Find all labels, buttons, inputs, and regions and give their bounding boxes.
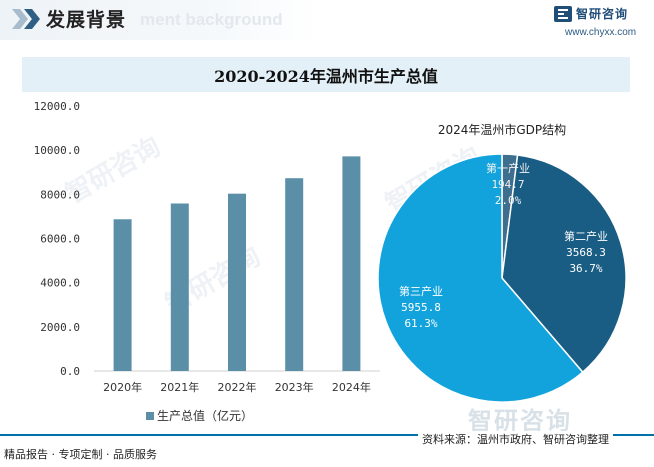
- pie-title: 2024年温州市GDP结构: [438, 122, 566, 137]
- brand-logo-icon: [554, 6, 572, 22]
- pie-slice: [501, 154, 627, 374]
- y-tick-label: 10000.0: [34, 144, 80, 157]
- brand-url[interactable]: www.chyxx.com: [565, 27, 637, 38]
- pie-label: 第三产业: [399, 284, 443, 298]
- bar-chart: 0.0 2000.0 4000.0 6000.0 8000.0 10000.0 12000.…: [34, 100, 380, 423]
- bar: [342, 156, 361, 371]
- header-band: [0, 0, 318, 40]
- legend-swatch: [146, 412, 154, 420]
- x-tick-label: 2023年: [275, 380, 314, 394]
- header: ment background 发展背景 智研咨询 www.chyxx.com: [0, 0, 654, 40]
- brand-name: 智研咨询: [576, 7, 629, 21]
- pie-label: 61.3%: [404, 317, 437, 330]
- pie-label: 3568.3: [566, 246, 606, 259]
- pie-label: 36.7%: [569, 262, 602, 275]
- x-tick-label: 2024年: [332, 380, 371, 394]
- bar: [170, 203, 189, 371]
- chart-title: 2020-2024年温州市生产总值: [214, 66, 438, 86]
- page-title: 发展背景: [46, 9, 127, 31]
- pie-label: 第二产业: [564, 229, 608, 243]
- pie-label: 194.7: [491, 178, 524, 191]
- y-tick-label: 4000.0: [40, 277, 80, 290]
- x-tick-label: 2021年: [160, 380, 199, 394]
- footer-tagline: 精品报告 · 专项定制 · 品质服务: [4, 448, 157, 461]
- chart-title-bar: 2020-2024年温州市生产总值: [22, 57, 630, 92]
- bar: [285, 178, 304, 371]
- footer-divider: [0, 434, 654, 436]
- legend-label: 生产总值（亿元）: [157, 408, 253, 423]
- pie-label: 5955.8: [401, 301, 441, 314]
- bar: [113, 219, 132, 371]
- source-note: 资料来源：温州市政府、智研咨询整理: [418, 431, 613, 447]
- y-tick-label: 8000.0: [40, 188, 80, 201]
- header-watermark: ment background: [140, 10, 283, 29]
- footer-logo: 智研咨询: [468, 407, 572, 435]
- pie-label: 第一产业: [486, 161, 530, 175]
- y-tick-label: 6000.0: [40, 233, 80, 246]
- pie-label: 2.0%: [495, 194, 522, 207]
- y-tick-label: 2000.0: [40, 321, 80, 334]
- y-tick-label: 12000.0: [34, 100, 80, 113]
- y-tick-label: 0.0: [60, 365, 80, 378]
- x-tick-label: 2020年: [103, 380, 142, 394]
- chevrons-icon: [12, 9, 40, 29]
- x-tick-label: 2022年: [218, 380, 257, 394]
- pie-slice: [377, 153, 584, 403]
- bar: [228, 193, 246, 371]
